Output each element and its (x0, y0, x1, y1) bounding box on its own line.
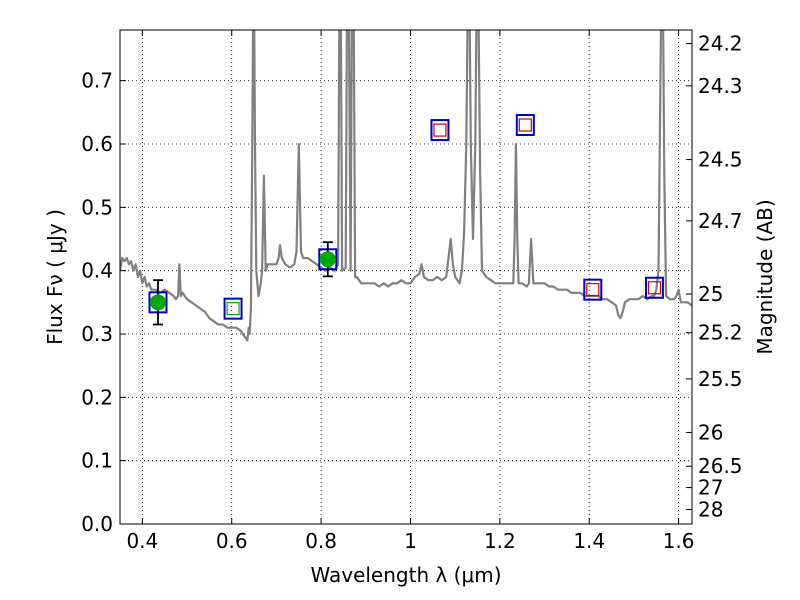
mag-tick-label: 24.2 (698, 32, 743, 56)
plot-frame (119, 29, 693, 525)
y-tick-label: 0.3 (81, 322, 113, 346)
mag-tick-label: 24.7 (698, 209, 743, 233)
y-tick-label: 0.5 (81, 195, 113, 219)
mag-tick-label: 26.5 (698, 454, 743, 478)
y-tick-label: 0.6 (81, 132, 113, 156)
model-flux-box (223, 297, 243, 320)
y-tick-label: 0.4 (81, 259, 113, 283)
x-tick-label: 0.4 (126, 529, 158, 553)
detection-point (149, 294, 166, 311)
model-flux-box (430, 119, 450, 142)
mag-tick-label: 25.2 (698, 321, 743, 345)
y-tick-label: 0.7 (81, 69, 113, 93)
faint-flux-box (226, 302, 240, 316)
upper-limit-box (586, 283, 600, 297)
model-flux-box (583, 278, 603, 301)
upper-limit-box (647, 281, 662, 295)
mag-tick-label: 28 (698, 497, 723, 521)
mag-tick-label: 24.3 (698, 74, 743, 98)
mag-tick-label: 26 (698, 420, 723, 444)
x-tick-label: 0.6 (216, 529, 248, 553)
x-tick-label: 1 (404, 529, 417, 553)
detection-point (319, 251, 336, 268)
mag-tick-label: 27 (698, 476, 723, 500)
right-axis-label: Magnitude (AB) (753, 199, 777, 354)
x-tick-label: 1.6 (663, 529, 695, 553)
grid (120, 30, 692, 524)
upper-limit-box (518, 118, 532, 132)
x-tick-label: 0.8 (305, 529, 337, 553)
spectrum-line (120, 30, 692, 342)
photometry-points (148, 114, 664, 326)
mag-tick-label: 25.5 (698, 367, 743, 391)
spectrum-series (120, 30, 692, 342)
x-tick-label: 1.4 (573, 529, 605, 553)
y-tick-label: 0.1 (81, 449, 113, 473)
mag-tick-label: 25 (698, 282, 723, 306)
y-axis-label: Flux Fν ( μJy ) (43, 209, 67, 345)
y-tick-label: 0.2 (81, 385, 113, 409)
axis-ticks: 0.4 0.6 0.8 1 1.2 1.4 1.6 0.0 0.1 0.2 0.3 0.4 0.5 0.6… (81, 30, 743, 553)
x-tick-label: 1.2 (484, 529, 516, 553)
mag-tick-label: 24.5 (698, 148, 743, 172)
model-flux-box (644, 276, 664, 299)
y-tick-label: 0.0 (81, 512, 113, 536)
model-flux-box (515, 114, 535, 136)
upper-limit-box (433, 123, 447, 137)
x-axis-label: Wavelength λ (μm) (310, 563, 501, 587)
